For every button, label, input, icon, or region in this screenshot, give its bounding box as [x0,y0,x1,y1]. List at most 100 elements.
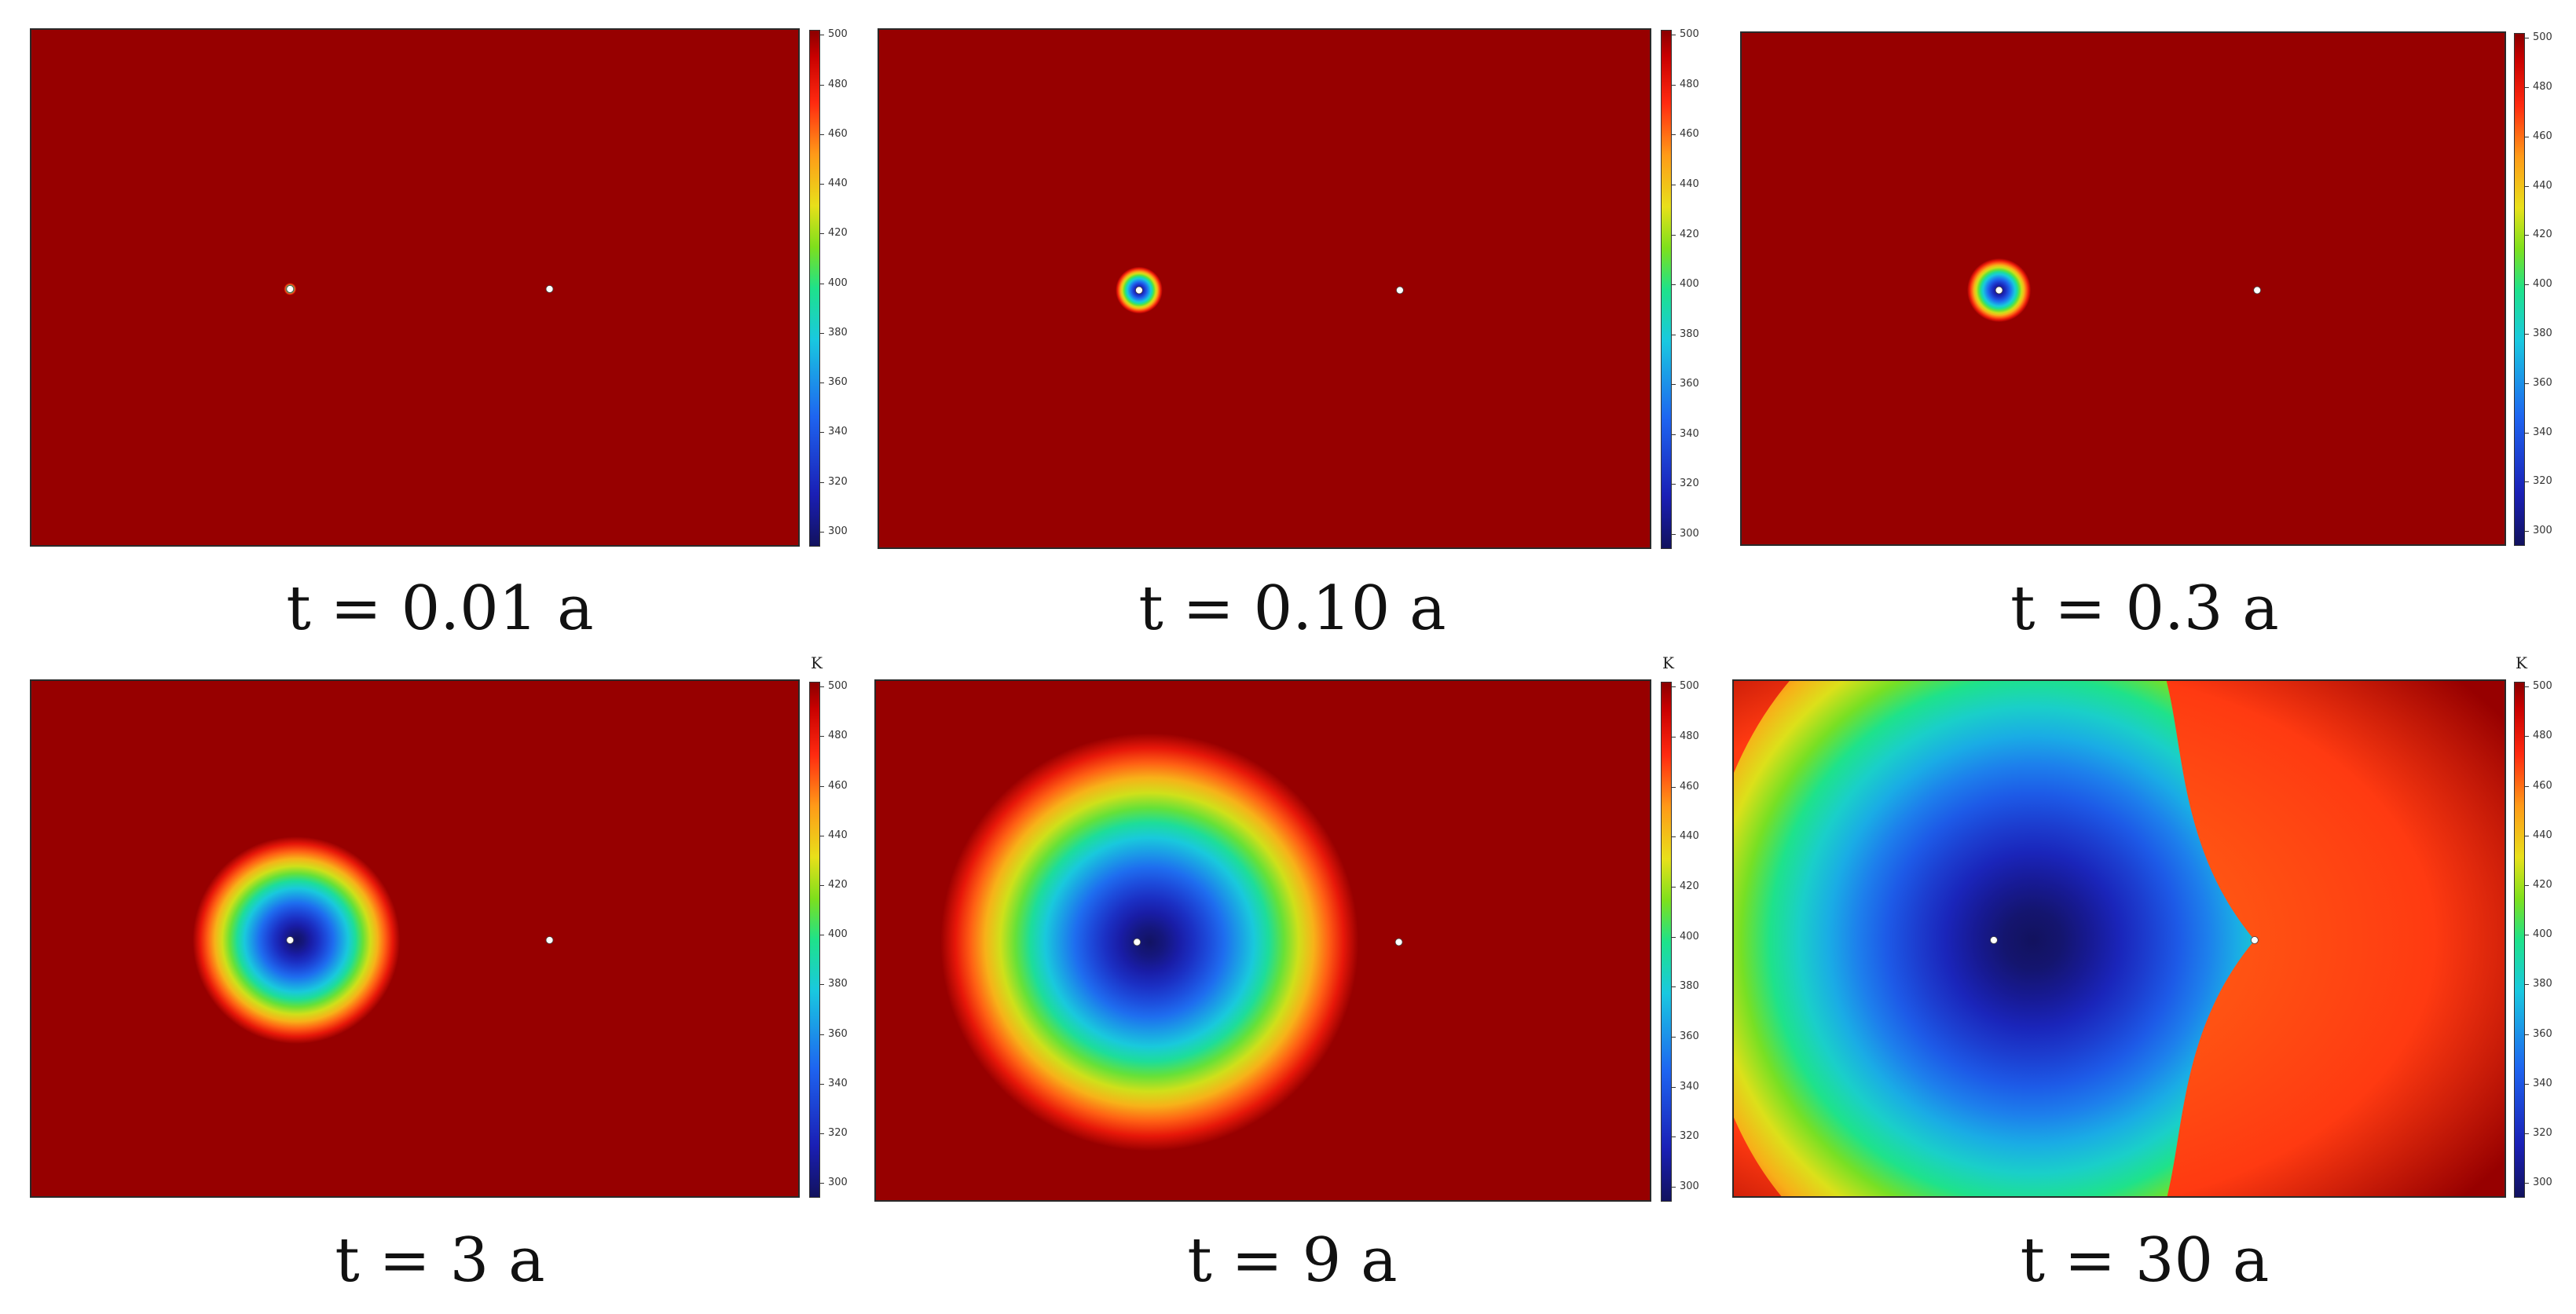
injection-well-point [1995,286,2003,295]
colorbar-tickmark [820,432,824,434]
colorbar-4 [809,682,820,1198]
temperature-field-5 [874,679,1651,1202]
temperature-field-6 [1732,679,2506,1198]
colorbar-tickmark [820,785,824,787]
colorbar-tick-label: 460 [2533,779,2552,792]
colorbar-tickmark [820,134,824,135]
production-well-point [545,936,554,944]
colorbar-tickmark [820,332,824,334]
colorbar-tick-label: 340 [1680,1080,1699,1093]
colorbar-tickmark [820,984,824,986]
colorbar-tick-label: 320 [2533,1126,2552,1139]
colorbar-tick-label: 500 [1680,680,1699,693]
colorbar-tickmark [1672,1086,1676,1088]
temperature-field-3 [1740,31,2506,546]
colorbar-tickmark [820,736,824,738]
colorbar-tick-label: 440 [1680,830,1699,843]
colorbar-tick-label: 380 [828,326,848,339]
colorbar-tickmark [820,382,824,384]
colorbar-tickmark [2525,185,2529,187]
colorbar-tick-label: 340 [828,426,848,438]
colorbar-tickmark [1672,384,1676,386]
colorbar-tickmark [2525,885,2529,886]
colorbar-tickmark [2525,531,2529,533]
colorbar-tick-label: 300 [1680,1180,1699,1192]
colorbar-tick-label: 300 [2533,1177,2552,1189]
colorbar-tickmark [2525,1034,2529,1035]
colorbar-tickmark [1672,686,1676,688]
injection-well-point [1135,286,1143,295]
colorbar-tickmark [1672,886,1676,888]
colorbar-tick-label: 380 [2533,328,2552,339]
colorbar-tickmark [1672,836,1676,838]
colorbar-tickmark [820,84,824,86]
colorbar-tick-label: 500 [828,28,848,41]
injection-well-point [1990,936,1998,944]
colorbar-tickmark [2525,284,2529,286]
colorbar-tickmark [2525,235,2529,236]
colorbar-tick-label: 440 [1680,178,1699,191]
production-well-point [1396,286,1404,295]
heatmap-background [879,30,1650,547]
colorbar-tickmark [2525,382,2529,384]
colorbar-tickmark [1672,134,1676,136]
colorbar-tickmark [1672,484,1676,485]
heatmap-background [1742,33,2505,544]
colorbar-tick-label: 500 [2533,31,2552,44]
colorbar-tick-label: 320 [1680,1130,1699,1143]
colorbar-tickmark [2525,736,2529,738]
colorbar-tickmark [1672,284,1676,286]
colorbar-unit-label: K [2516,653,2527,672]
heatmap-svg-6 [1734,681,2505,1196]
colorbar-tick-label: 460 [1680,780,1699,792]
colorbar-tick-label: 480 [1680,730,1699,743]
colorbar-tickmark [820,1133,824,1134]
colorbar-tick-label: 400 [828,928,848,941]
colorbar-tick-label: 340 [2533,1077,2552,1089]
colorbar-tick-label: 440 [828,829,848,841]
colorbar-tick-label: 360 [828,376,848,389]
production-well-point [2251,936,2259,944]
colorbar-tickmark [820,1083,824,1085]
colorbar-tickmark [820,1183,824,1184]
colorbar-tickmark [1672,434,1676,435]
colorbar-tickmark [1672,936,1676,938]
colorbar-tickmark [820,532,824,533]
colorbar-tick-label: 380 [828,978,848,990]
colorbar-tick-label: 440 [2533,179,2552,192]
panel-title-6: t = 30 a [2020,1225,2270,1296]
colorbar-tick-label: 340 [2533,426,2552,438]
colorbar-tick-label: 420 [828,879,848,891]
heatmap-background [31,681,798,1196]
colorbar-tick-label: 320 [2533,475,2552,488]
colorbar-tick-label: 320 [828,1126,848,1139]
colorbar-tick-label: 360 [2533,376,2552,389]
panel-title-1: t = 0.01 a [286,573,594,644]
colorbar-tickmark [2525,481,2529,483]
colorbar-tickmark [820,1034,824,1035]
colorbar-tick-label: 380 [1680,980,1699,993]
colorbar-tick-label: 300 [828,1177,848,1189]
heatmap-background [31,30,798,545]
colorbar-tickmark [2525,1183,2529,1184]
colorbar-tickmark [2525,686,2529,688]
colorbar-tick-label: 300 [828,525,848,538]
cold-spot [192,836,401,1044]
colorbar-tickmark [2525,1083,2529,1085]
colorbar-tick-label: 500 [1680,28,1699,41]
colorbar-tickmark [1672,986,1676,988]
colorbar-tick-label: 300 [1680,527,1699,540]
colorbar-tick-label: 340 [828,1077,848,1089]
heatmap-svg-1 [31,30,798,545]
colorbar-tickmark [820,184,824,185]
panel-title-5: t = 9 a [1187,1225,1398,1296]
colorbar-tick-label: 440 [828,178,848,190]
colorbar-tickmark [2525,984,2529,986]
injection-well-point [286,285,295,293]
colorbar-unit-label: K [1662,653,1674,672]
colorbar-tickmark [1672,234,1676,236]
cold-spot [940,733,1359,1151]
colorbar-tickmark [820,481,824,483]
colorbar-tick-label: 480 [1680,78,1699,90]
colorbar-tickmark [820,885,824,886]
